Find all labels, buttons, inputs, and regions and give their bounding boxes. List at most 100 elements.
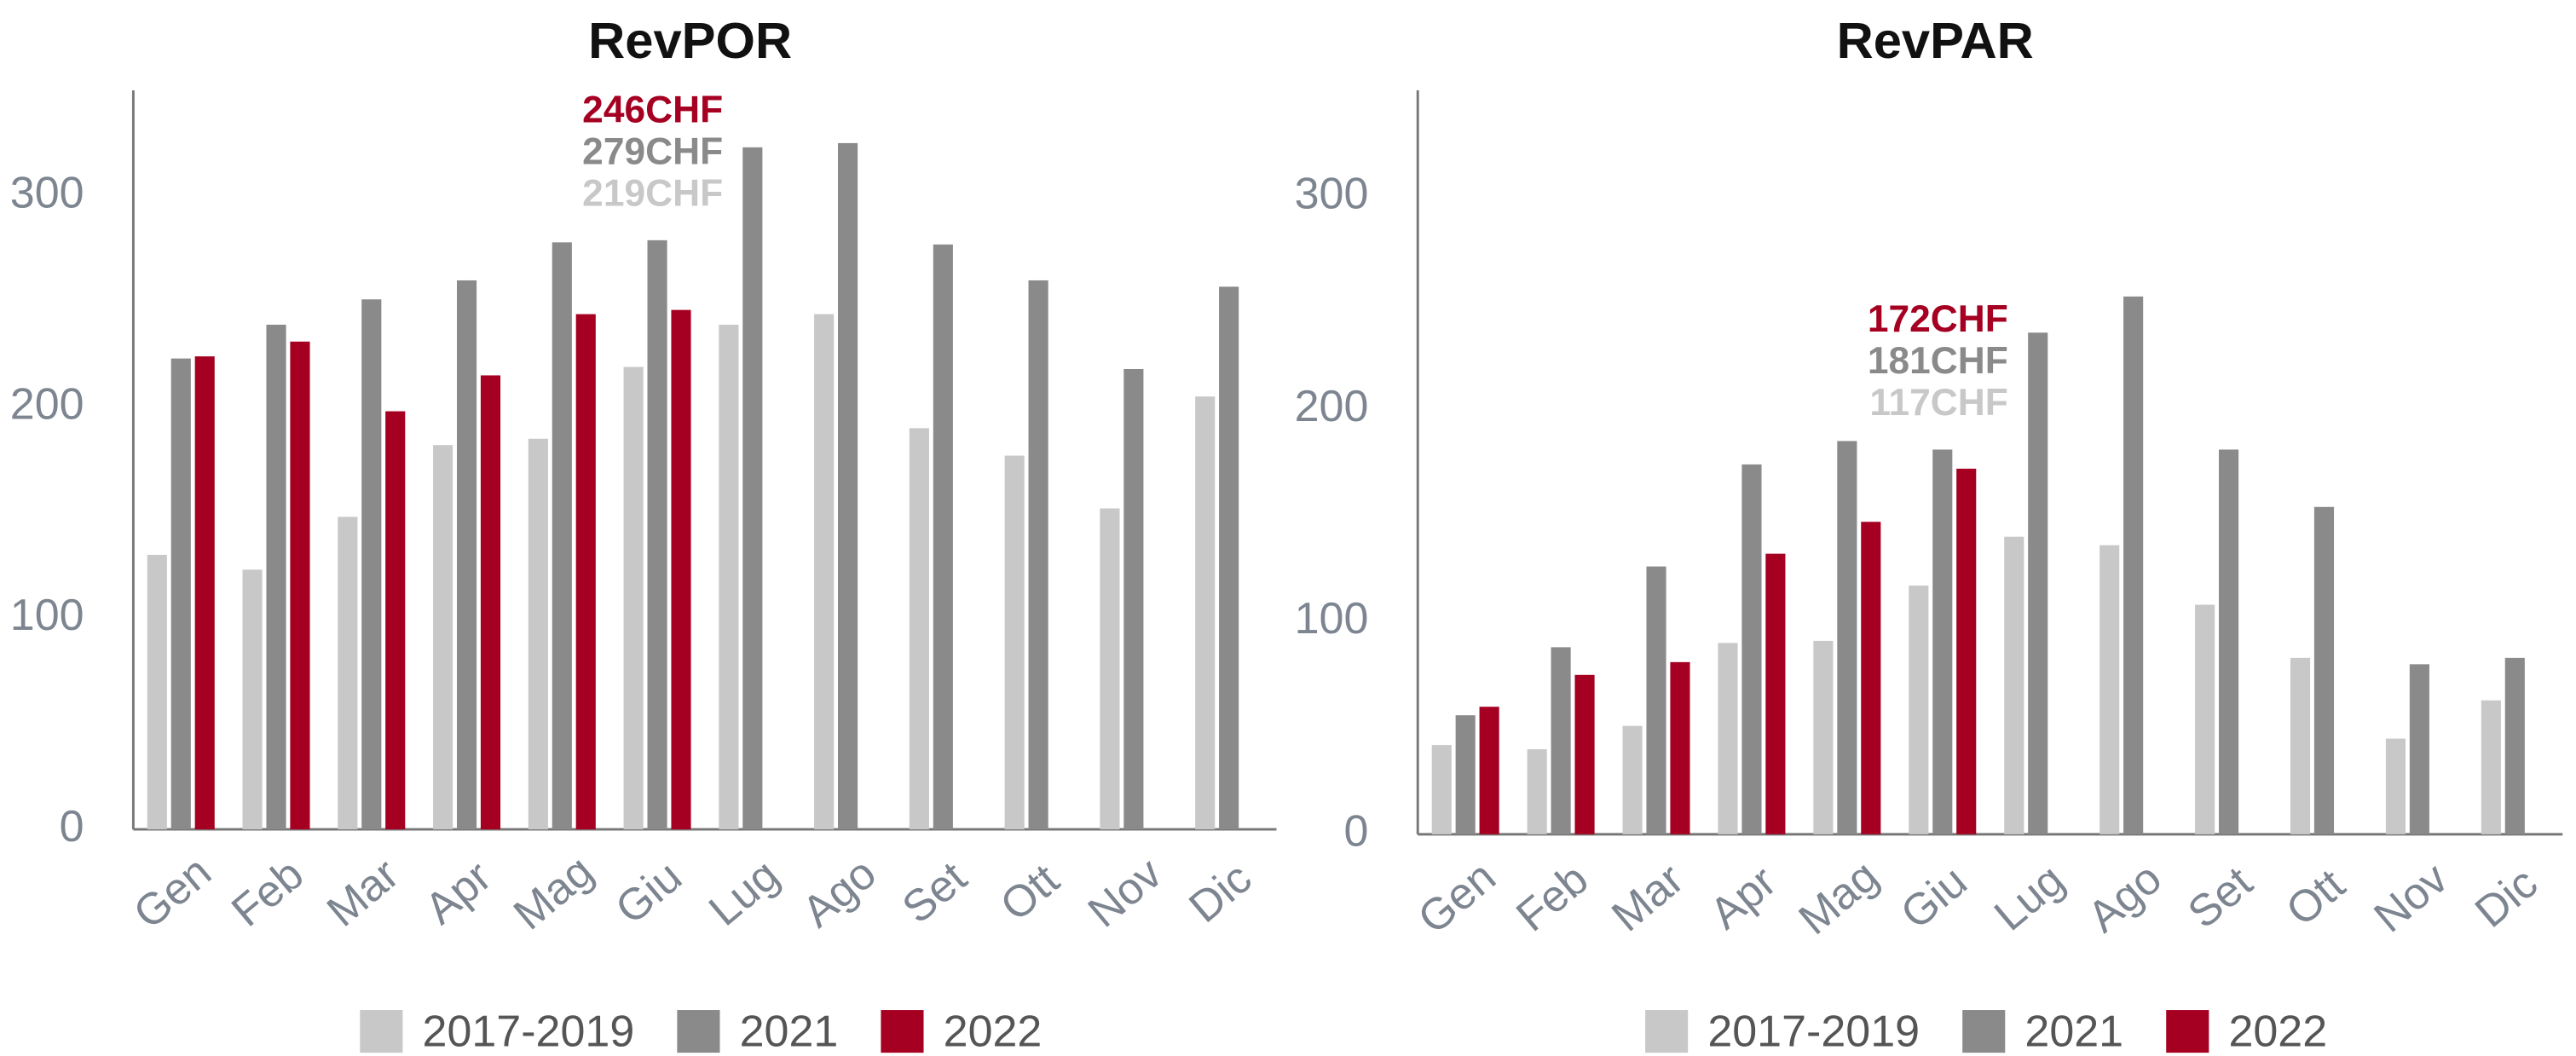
x-tick-label: Lug [700, 851, 788, 936]
bar [1932, 449, 1953, 834]
y-tick-label: 100 [1295, 594, 1369, 643]
x-tick-label: Ott [2277, 860, 2354, 936]
chart-title: RevPAR [1837, 12, 2034, 69]
bar [1646, 566, 1666, 834]
bar [909, 428, 929, 830]
x-tick-label: Feb [1507, 854, 1597, 941]
bar [1861, 522, 1881, 834]
x-tick-label: Mag [505, 846, 603, 939]
legend-label: 2022 [2228, 1007, 2327, 1056]
y-tick-label: 0 [1343, 807, 1368, 857]
x-tick-label: Giu [1892, 857, 1976, 938]
bar [1956, 468, 1977, 834]
bar [338, 516, 358, 830]
y-tick-label: 0 [60, 802, 84, 851]
bar [1551, 647, 1571, 834]
legend-label: 2021 [2024, 1007, 2123, 1056]
bar [2028, 332, 2048, 834]
bar [433, 445, 453, 830]
value-label: 279CHF [582, 130, 723, 172]
bar [742, 147, 763, 830]
bar [2099, 545, 2120, 834]
bar [147, 555, 167, 830]
chart-title: RevPOR [588, 12, 792, 69]
x-tick-label: Nov [1079, 849, 1171, 938]
legend-label: 2021 [740, 1007, 839, 1056]
bar [1813, 640, 1834, 834]
x-tick-label: Set [893, 852, 977, 933]
bar [1431, 745, 1452, 834]
bar [1765, 553, 1786, 834]
legend-swatch [881, 1010, 924, 1053]
bar [2313, 506, 2335, 834]
bar [2409, 664, 2429, 834]
legend-swatch [2166, 1010, 2209, 1053]
bar [719, 324, 739, 830]
bar [1100, 508, 1120, 830]
x-tick-label: Dic [1180, 853, 1261, 932]
y-tick-label: 100 [10, 591, 84, 640]
bar [838, 142, 858, 830]
bar [528, 438, 548, 830]
bar [1028, 280, 1048, 830]
bar [623, 366, 644, 830]
value-label: 181CHF [1868, 340, 2008, 382]
bar [2218, 449, 2239, 834]
bar [575, 314, 596, 830]
bar [290, 341, 310, 830]
bar [1718, 643, 1738, 834]
legend-swatch [677, 1010, 720, 1053]
x-tick-label: Ott [991, 855, 1069, 931]
bar [480, 375, 501, 830]
bar [1479, 707, 1499, 834]
bar [2290, 657, 2311, 834]
legend-swatch [1645, 1010, 1689, 1053]
bar [456, 280, 477, 830]
value-label: 246CHF [582, 89, 723, 130]
bar [1670, 661, 1690, 834]
bar [1574, 674, 1595, 834]
x-tick-label: Set [2179, 857, 2262, 938]
bar [647, 239, 667, 830]
bar [385, 411, 406, 830]
bar [2004, 536, 2024, 834]
y-tick-label: 200 [1295, 382, 1369, 431]
x-tick-label: Gen [124, 847, 221, 939]
x-tick-label: Giu [607, 851, 691, 933]
x-tick-label: Apr [416, 851, 500, 933]
bar [2504, 657, 2525, 834]
bar [552, 242, 572, 830]
bar [933, 244, 953, 830]
bar [2123, 296, 2144, 834]
x-tick-label: Feb [222, 850, 313, 937]
legend-label: 2017-2019 [423, 1007, 635, 1056]
bar [671, 309, 691, 830]
y-tick-label: 300 [1295, 169, 1369, 218]
legend-swatch [1962, 1010, 2006, 1053]
bar [1004, 455, 1025, 830]
bar [266, 324, 286, 830]
x-tick-label: Ago [794, 849, 886, 938]
bar [2385, 738, 2406, 834]
bar [1622, 725, 1643, 834]
bar [1837, 441, 1857, 834]
x-tick-label: Mar [318, 850, 408, 937]
bar [1195, 396, 1216, 830]
bar [170, 358, 191, 830]
bar [1741, 464, 1762, 834]
y-tick-label: 300 [10, 169, 84, 218]
x-tick-label: Nov [2365, 853, 2458, 942]
x-tick-label: Ago [2079, 853, 2171, 942]
x-tick-label: Apr [1701, 857, 1785, 938]
bar [1219, 286, 1239, 830]
bar [1455, 715, 1476, 834]
value-label: 117CHF [1869, 382, 2008, 424]
value-label: 219CHF [582, 173, 723, 215]
bar [1527, 749, 1547, 834]
bar [361, 299, 382, 830]
x-tick-label: Lug [1985, 855, 2074, 940]
x-tick-label: Dic [2466, 858, 2547, 938]
bar [242, 569, 263, 830]
